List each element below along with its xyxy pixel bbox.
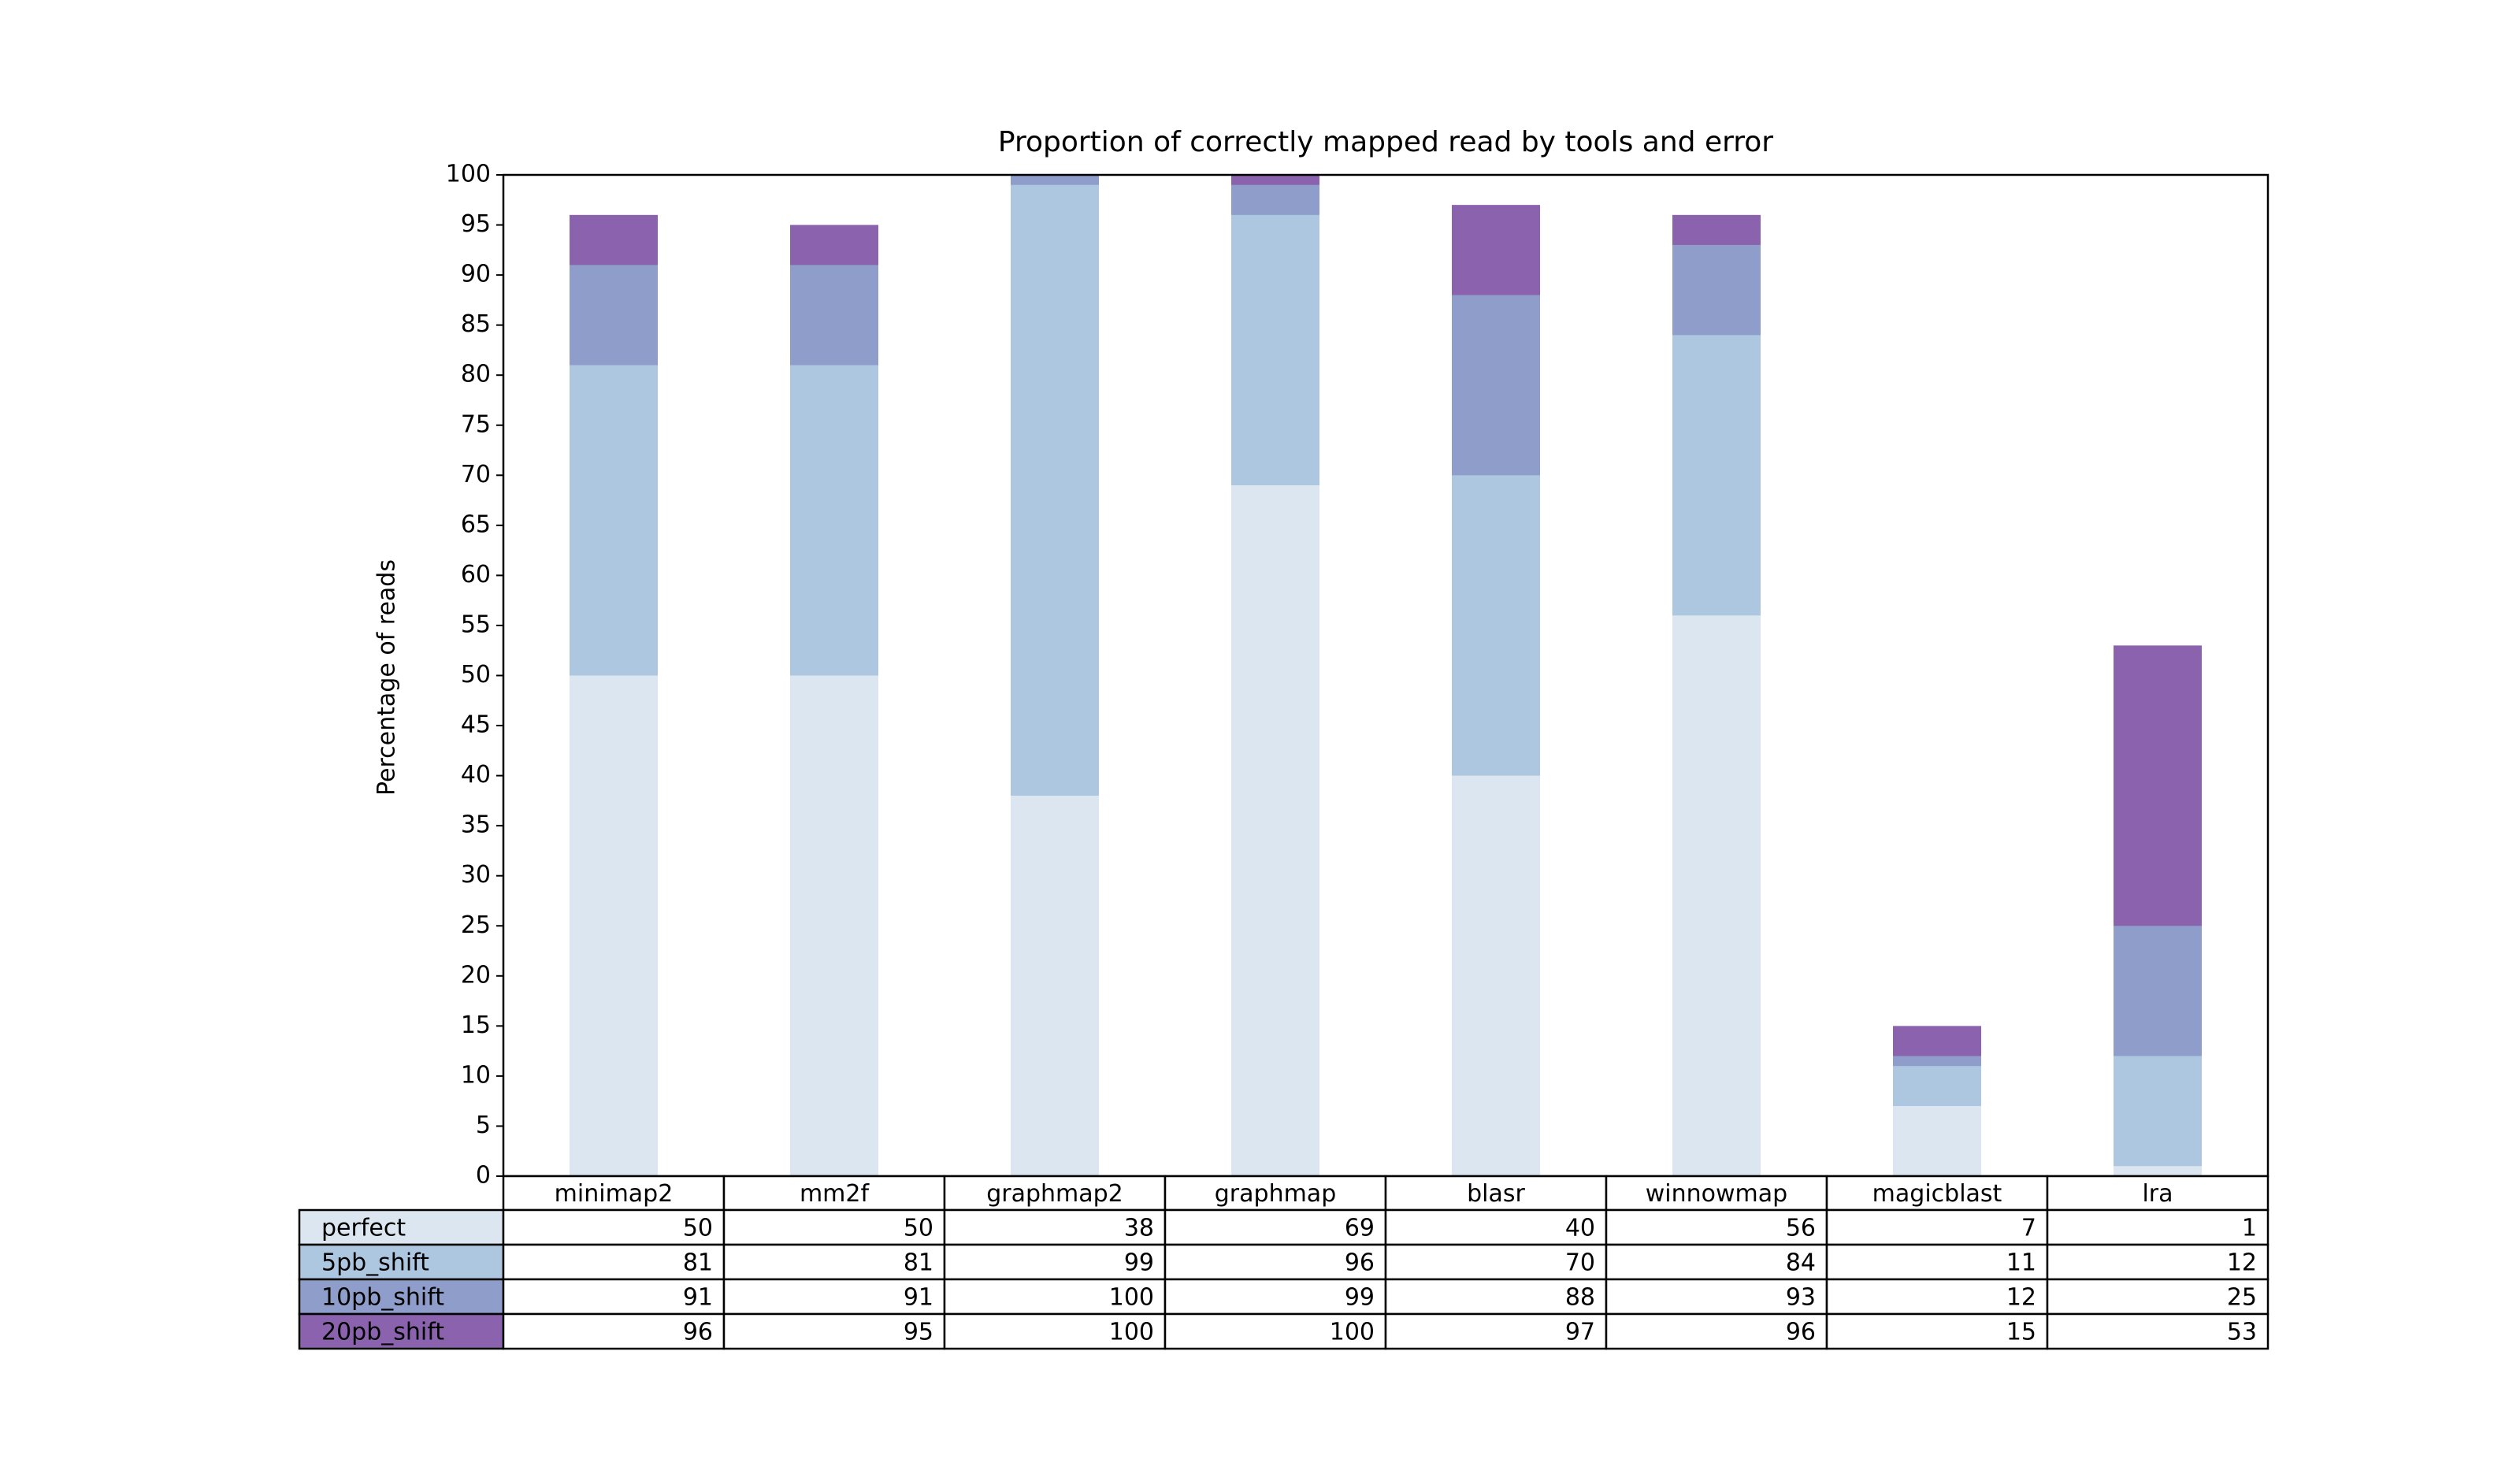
y-tick-label: 75 (461, 410, 491, 438)
bar (1231, 485, 1319, 1176)
table-value: 12 (2227, 1249, 2257, 1277)
table-cell (2046, 1312, 2269, 1350)
table-cell (2046, 1243, 2269, 1281)
table-value: 91 (904, 1284, 933, 1312)
table-value: 12 (2006, 1284, 2036, 1312)
table-value: 50 (683, 1215, 713, 1242)
table-header-cell (722, 1175, 946, 1212)
bar (790, 675, 878, 1176)
table-value: 97 (1565, 1319, 1595, 1346)
table-value: 100 (1109, 1319, 1154, 1346)
table-cell (943, 1243, 1167, 1281)
table-value: 81 (683, 1249, 713, 1277)
y-tick-label: 80 (461, 361, 491, 388)
y-tick-label: 60 (461, 561, 491, 588)
bar (570, 675, 658, 1176)
x-tick-label: lra (2142, 1180, 2173, 1208)
table-cell (1384, 1312, 1608, 1350)
y-tick-label: 0 (476, 1162, 491, 1190)
table-value: 7 (2021, 1215, 2036, 1242)
table-cell (1825, 1312, 2049, 1350)
table-value: 53 (2227, 1319, 2257, 1346)
table-cell (1605, 1208, 1828, 1246)
bar (1011, 796, 1099, 1176)
x-tick-label: graphmap2 (986, 1180, 1123, 1208)
x-tick-label: graphmap (1215, 1180, 1336, 1208)
table-header-cell (2046, 1175, 2269, 1212)
table-cell (2046, 1208, 2269, 1246)
table-value: 56 (1786, 1215, 1816, 1242)
table-value: 91 (683, 1284, 713, 1312)
y-tick-label: 20 (461, 961, 491, 989)
table-value: 93 (1786, 1284, 1816, 1312)
x-tick-label: magicblast (1872, 1180, 2002, 1208)
table-value: 50 (904, 1215, 933, 1242)
table-cell (2046, 1278, 2269, 1316)
table-value: 96 (683, 1319, 713, 1346)
bar (2114, 1166, 2202, 1176)
x-tick-label: winnowmap (1646, 1180, 1787, 1208)
plot-frame (502, 173, 2269, 1178)
table-value: 99 (1124, 1249, 1154, 1277)
y-tick-label: 65 (461, 510, 491, 538)
table-value: 15 (2006, 1319, 2036, 1346)
y-tick-label: 55 (461, 611, 491, 638)
table-value: 88 (1565, 1284, 1595, 1312)
table-cell (1384, 1208, 1608, 1246)
table-cell (1164, 1243, 1387, 1281)
y-tick-label: 35 (461, 811, 491, 839)
legend-label: perfect (321, 1215, 406, 1242)
table-cell (943, 1312, 1167, 1350)
table-value: 100 (1330, 1319, 1375, 1346)
y-tick-label: 10 (461, 1061, 491, 1089)
x-tick-label: blasr (1467, 1180, 1525, 1208)
table-value: 99 (1345, 1284, 1375, 1312)
bar (1672, 615, 1761, 1176)
y-tick-label: 90 (461, 261, 491, 288)
y-tick-label: 30 (461, 861, 491, 889)
table-cell (1825, 1208, 2049, 1246)
y-tick-label: 25 (461, 911, 491, 939)
y-tick-label: 15 (461, 1012, 491, 1039)
table-cell (1605, 1312, 1828, 1350)
legend-label: 20pb_shift (321, 1319, 444, 1346)
table-value: 40 (1565, 1215, 1595, 1242)
y-tick-label: 95 (461, 210, 491, 238)
chart-title: Proportion of correctly mapped read by t… (998, 126, 1773, 158)
table-value: 11 (2006, 1249, 2036, 1277)
y-axis-label: Percentage of reads (373, 559, 401, 796)
table-value: 95 (904, 1319, 933, 1346)
table-cell (943, 1278, 1167, 1316)
x-tick-label: mm2f (800, 1180, 870, 1208)
table-value: 96 (1345, 1249, 1375, 1277)
bar (1893, 1106, 1981, 1176)
y-tick-label: 40 (461, 761, 491, 789)
legend-label: 5pb_shift (321, 1249, 429, 1277)
table-value: 100 (1109, 1284, 1154, 1312)
bar (2114, 1056, 2202, 1176)
table-cell (722, 1312, 946, 1350)
table-header-cell (1164, 1175, 1387, 1212)
y-tick-label: 85 (461, 310, 491, 338)
y-tick-label: 5 (476, 1112, 491, 1139)
table-value: 1 (2242, 1215, 2257, 1242)
x-tick-label: minimap2 (555, 1180, 674, 1208)
table-value: 70 (1565, 1249, 1595, 1277)
legend-swatch (298, 1208, 505, 1246)
y-tick-label: 100 (446, 161, 491, 188)
legend-swatch (298, 1312, 505, 1350)
table-value: 81 (904, 1249, 933, 1277)
table-cell (502, 1243, 726, 1281)
table-value: 38 (1124, 1215, 1154, 1242)
y-tick-label: 45 (461, 711, 491, 739)
y-tick-label: 50 (461, 661, 491, 689)
legend-label: 10pb_shift (321, 1284, 444, 1312)
table-value: 25 (2227, 1284, 2257, 1312)
y-tick-label: 70 (461, 461, 491, 488)
table-value: 96 (1786, 1319, 1816, 1346)
table-value: 69 (1345, 1215, 1375, 1242)
table-value: 84 (1786, 1249, 1816, 1277)
bar (1452, 775, 1540, 1176)
